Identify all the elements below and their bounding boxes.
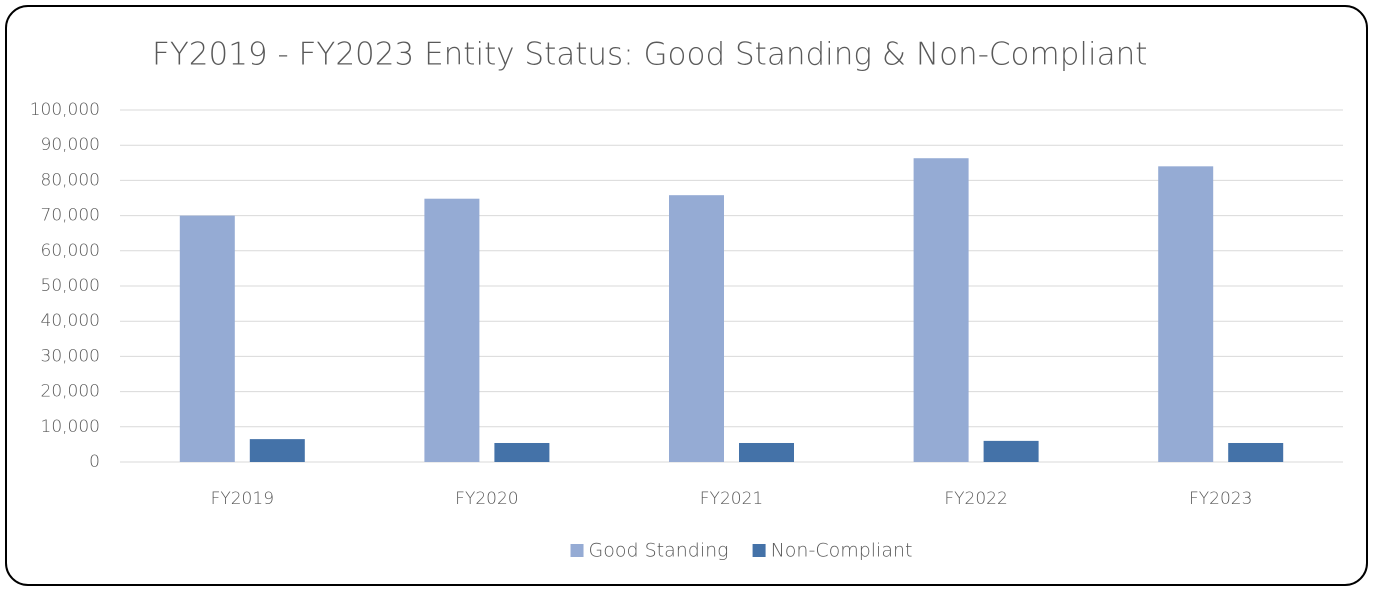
y-tick-label: 60,000 (41, 241, 100, 261)
y-tick-label: 30,000 (41, 346, 100, 366)
x-tick-label: FY2019 (211, 489, 274, 509)
x-tick-label: FY2023 (1189, 489, 1252, 509)
x-tick-label: FY2020 (455, 489, 518, 509)
bar (983, 440, 1039, 462)
bar (424, 198, 480, 463)
y-tick-label: 50,000 (41, 276, 100, 296)
chart-title: FY2019 - FY2023 Entity Status: Good Stan… (152, 37, 1147, 73)
legend-label: Good Standing (589, 540, 729, 562)
bar (739, 442, 794, 462)
y-tick-label: 40,000 (41, 311, 100, 331)
legend-swatch (570, 544, 584, 557)
y-tick-label: 0 (89, 452, 100, 472)
y-tick-label: 10,000 (41, 417, 100, 437)
y-tick-label: 20,000 (41, 382, 100, 402)
x-tick-label: FY2022 (944, 489, 1007, 509)
y-tick-label: 90,000 (41, 135, 100, 155)
legend-swatch (752, 544, 766, 557)
x-tick-label: FY2021 (700, 489, 763, 509)
bar (249, 439, 305, 462)
y-tick-label: 80,000 (41, 170, 100, 190)
bar (494, 442, 550, 462)
bar (1158, 166, 1214, 462)
bar (669, 195, 724, 462)
y-tick-label: 100,000 (30, 100, 100, 120)
y-tick-label: 70,000 (41, 206, 100, 226)
bar (1228, 442, 1284, 462)
bar (913, 158, 969, 462)
legend-label: Non-Compliant (771, 540, 913, 562)
bar (179, 215, 235, 462)
